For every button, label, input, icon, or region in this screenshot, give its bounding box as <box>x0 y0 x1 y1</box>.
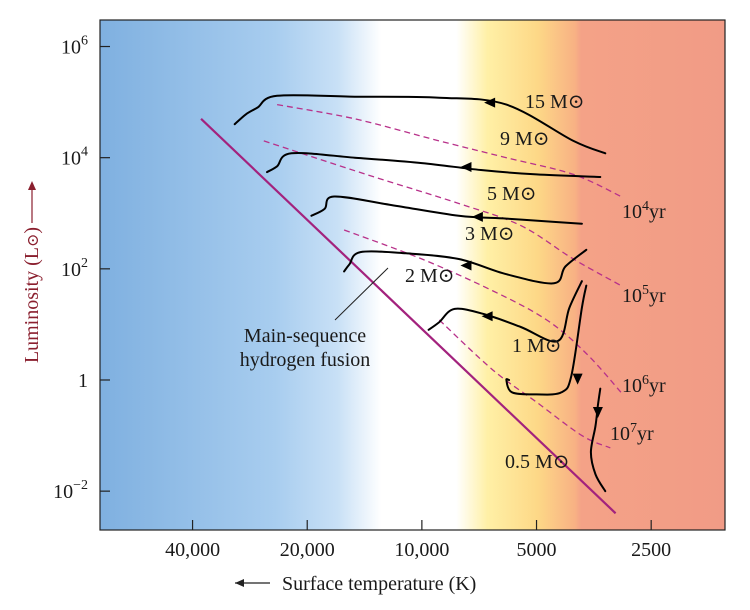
y-axis-ticks: 106 104 102 1 10−2 <box>53 34 110 503</box>
plot-background <box>100 20 725 530</box>
track-mass-label: 15 M⊙ <box>525 91 585 113</box>
x-tick-label: 40,000 <box>165 539 220 561</box>
main-sequence-line <box>200 118 617 515</box>
isochrone-line <box>343 229 622 393</box>
x-tick-label: 10,000 <box>394 539 449 561</box>
track-arrow-icon <box>460 161 472 172</box>
evolutionary-tracks: 15 M⊙ 9 M⊙ 5 M⊙ 3 M⊙ 2 M⊙ 1 M⊙ 0.5 M⊙ <box>233 91 607 493</box>
track-mass-label: 9 M⊙ <box>500 128 550 150</box>
track-arrow-icon <box>592 407 603 419</box>
y-axis-label-text: Luminosity (L <box>21 247 43 363</box>
x-tick-label: 5000 <box>517 539 557 561</box>
x-axis-ticks: 40,000 20,000 10,000 5000 2500 <box>165 520 671 561</box>
svg-text:Luminosity (L⊙): Luminosity (L⊙) <box>21 227 43 363</box>
evolution-track <box>505 284 588 396</box>
isochrone-label: 107yr <box>610 421 654 445</box>
track-mass-label: 1 M⊙ <box>512 335 562 357</box>
track-mass-label: 2 M⊙ <box>405 265 455 287</box>
track-mass-label: 3 M⊙ <box>465 223 515 245</box>
main-sequence-label-line1: Main-sequence <box>244 325 366 347</box>
isochrone-label: 105yr <box>622 283 666 307</box>
y-tick-label: 106 <box>61 34 88 59</box>
y-axis-label-close: ) <box>21 227 43 234</box>
main-sequence-group <box>200 118 617 515</box>
evolution-track <box>427 280 583 343</box>
y-tick-label: 102 <box>61 256 88 281</box>
track-mass-label: 5 M⊙ <box>487 183 537 205</box>
evolution-track <box>589 387 607 493</box>
track-arrow-icon <box>481 311 493 322</box>
isochrone-label: 104yr <box>622 199 666 223</box>
sun-symbol-icon: ⊙ <box>25 234 42 247</box>
track-arrow-icon <box>572 373 583 385</box>
main-sequence-pointer <box>334 267 389 321</box>
isochrone-label: 106yr <box>622 373 666 397</box>
track-arrow-icon <box>471 211 483 222</box>
x-axis-label: Surface temperature (K) <box>235 573 476 595</box>
track-mass-label: 0.5 M⊙ <box>505 451 570 473</box>
evolution-track <box>233 94 607 155</box>
y-tick-label: 1 <box>78 370 88 392</box>
y-axis-label: Luminosity (L⊙) <box>21 181 43 363</box>
main-sequence-label-line2: hydrogen fusion <box>240 349 371 371</box>
plot-frame <box>99 19 726 531</box>
isochrone-line <box>276 103 622 198</box>
evolution-track <box>310 195 583 225</box>
x-tick-label: 20,000 <box>280 539 335 561</box>
track-arrow-icon <box>484 97 496 108</box>
x-tick-label: 2500 <box>631 539 671 561</box>
track-arrow-icon <box>460 260 472 271</box>
evolution-track <box>266 151 602 178</box>
y-tick-label: 10−2 <box>53 478 88 503</box>
x-axis-label-text: Surface temperature (K) <box>282 573 476 595</box>
y-tick-label: 104 <box>61 145 88 170</box>
evolution-track <box>343 248 588 285</box>
